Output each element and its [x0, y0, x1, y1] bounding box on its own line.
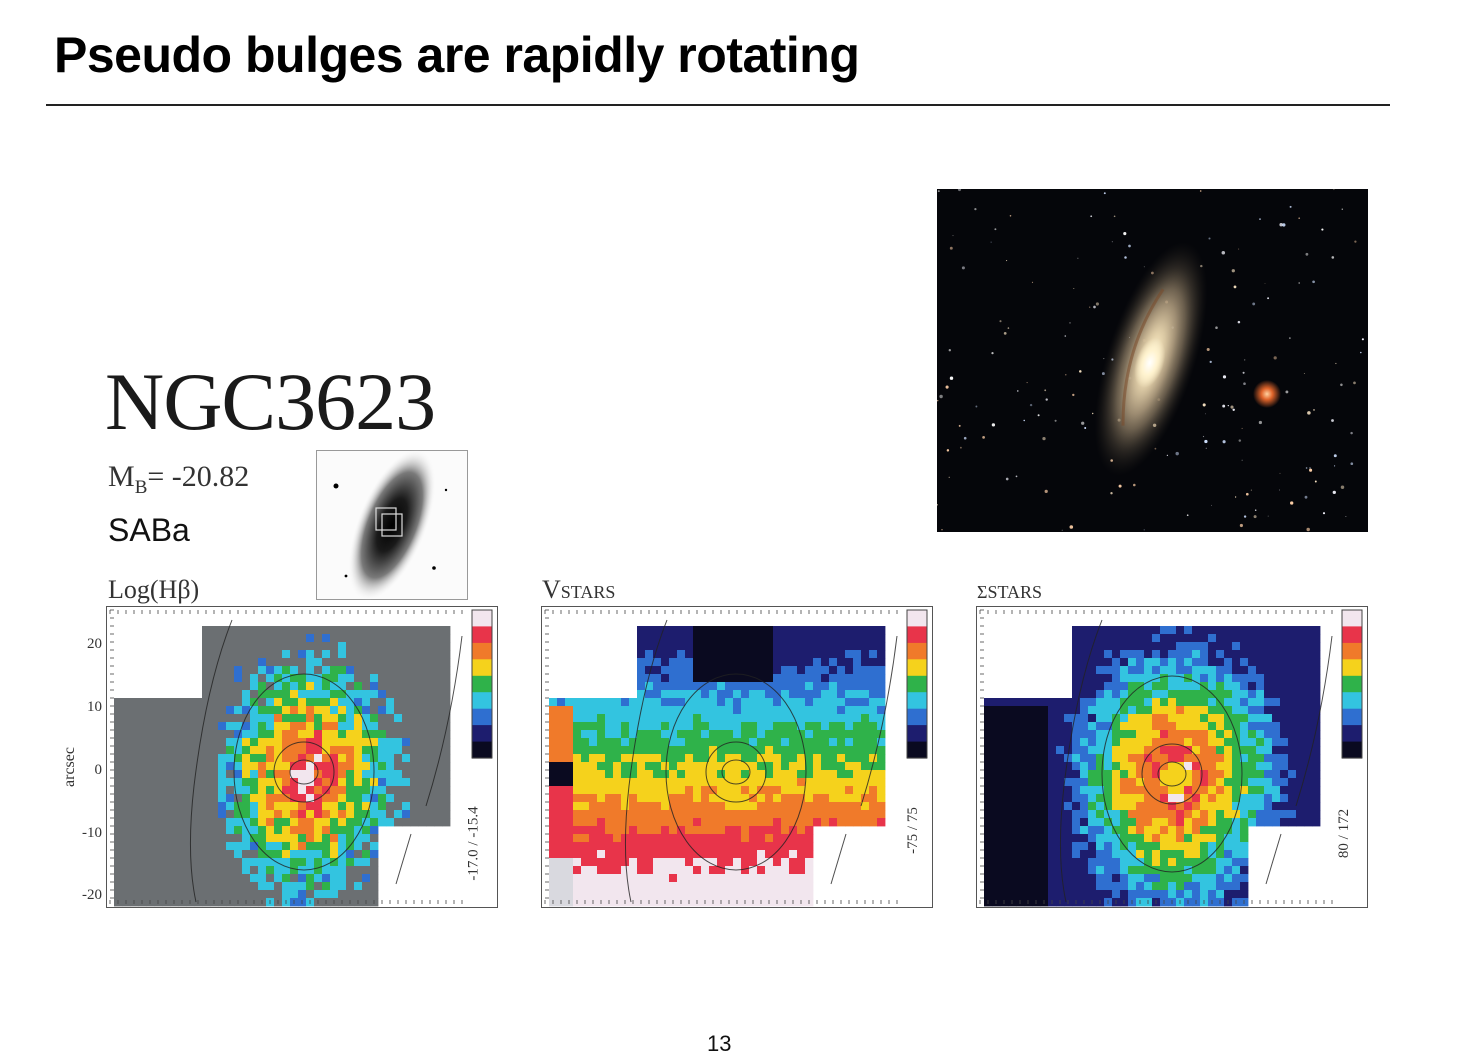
vstars-map [541, 606, 933, 908]
slide-title: Pseudo bulges are rapidly rotating [54, 27, 860, 83]
y-tick: 10 [87, 699, 102, 715]
hbeta-map [106, 606, 498, 908]
range-label-sigmastars: 80 / 172 [1336, 808, 1353, 859]
y-tick: 20 [87, 636, 102, 652]
morphological-type: SABa [108, 512, 190, 548]
title-divider [46, 104, 1390, 106]
absolute-magnitude: MB= -20.82 [108, 460, 250, 498]
sigmastars-map [976, 606, 1368, 908]
galaxy-name: NGC3623 [105, 356, 436, 447]
range-label-vstars: -75 / 75 [904, 807, 921, 854]
panel-label-vstars: Vstars [542, 575, 616, 604]
y-tick: -10 [82, 825, 102, 841]
panel-label-sigmastars: σstars [977, 575, 1043, 604]
y-tick: 0 [94, 762, 103, 778]
y-tick: -20 [82, 887, 102, 903]
range-label-hbeta: -17.0 / -15.4 [465, 806, 482, 881]
galaxy-thumbnail-image [316, 450, 468, 600]
page-number: 13 [707, 1031, 732, 1056]
galaxy-color-photo [937, 189, 1368, 532]
panel-label-hbeta: Log(Hβ) [108, 575, 200, 604]
